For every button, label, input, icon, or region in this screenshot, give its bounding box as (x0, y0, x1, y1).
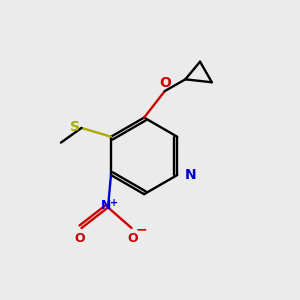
Text: N: N (184, 168, 196, 182)
Text: O: O (159, 76, 171, 90)
Text: O: O (128, 232, 138, 245)
Text: O: O (75, 232, 86, 245)
Text: +: + (110, 198, 118, 208)
Text: S: S (70, 120, 80, 134)
Text: −: − (135, 223, 147, 236)
Text: N: N (101, 200, 112, 212)
